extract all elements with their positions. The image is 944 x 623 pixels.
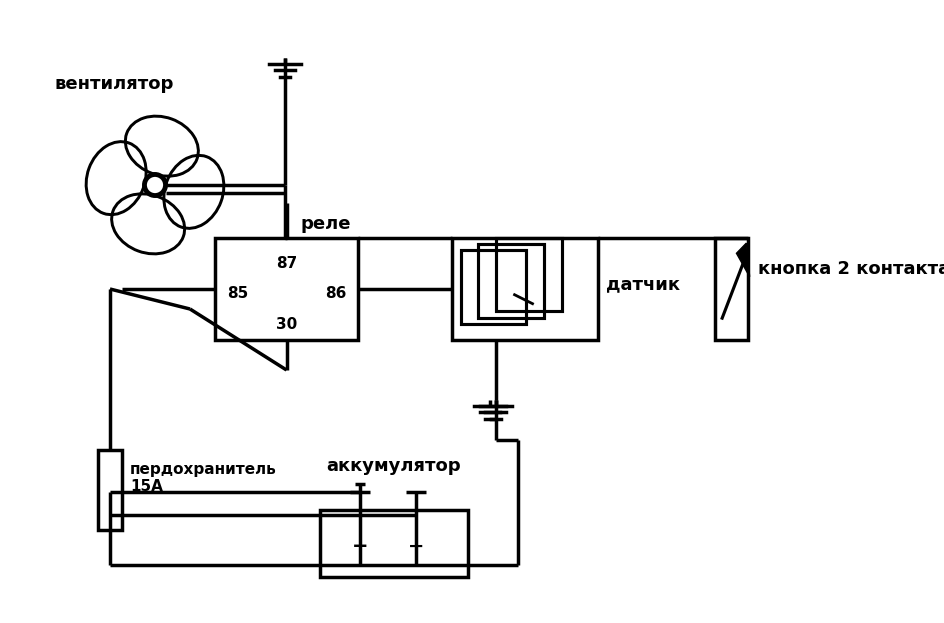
Text: +: +	[351, 538, 368, 556]
Text: −: −	[408, 538, 424, 556]
Bar	[320, 510, 467, 577]
Bar	[478, 244, 544, 318]
Bar	[98, 450, 122, 530]
Text: 86: 86	[325, 287, 346, 302]
Text: кнопка 2 контакта: кнопка 2 контакта	[757, 260, 944, 278]
Text: 85: 85	[227, 287, 248, 302]
Bar	[215, 238, 358, 340]
Text: 87: 87	[276, 256, 296, 271]
Bar	[496, 238, 561, 312]
Bar	[715, 238, 748, 340]
Text: датчик: датчик	[605, 275, 680, 293]
Text: вентилятор: вентилятор	[55, 75, 175, 93]
Text: реле: реле	[300, 215, 351, 233]
Polygon shape	[735, 243, 749, 277]
Text: аккумулятор: аккумулятор	[327, 457, 461, 475]
Text: 30: 30	[276, 317, 296, 332]
Bar	[451, 238, 598, 340]
Circle shape	[144, 174, 165, 196]
Text: пердохранитель
15А: пердохранитель 15А	[130, 462, 277, 494]
Bar	[461, 250, 526, 324]
